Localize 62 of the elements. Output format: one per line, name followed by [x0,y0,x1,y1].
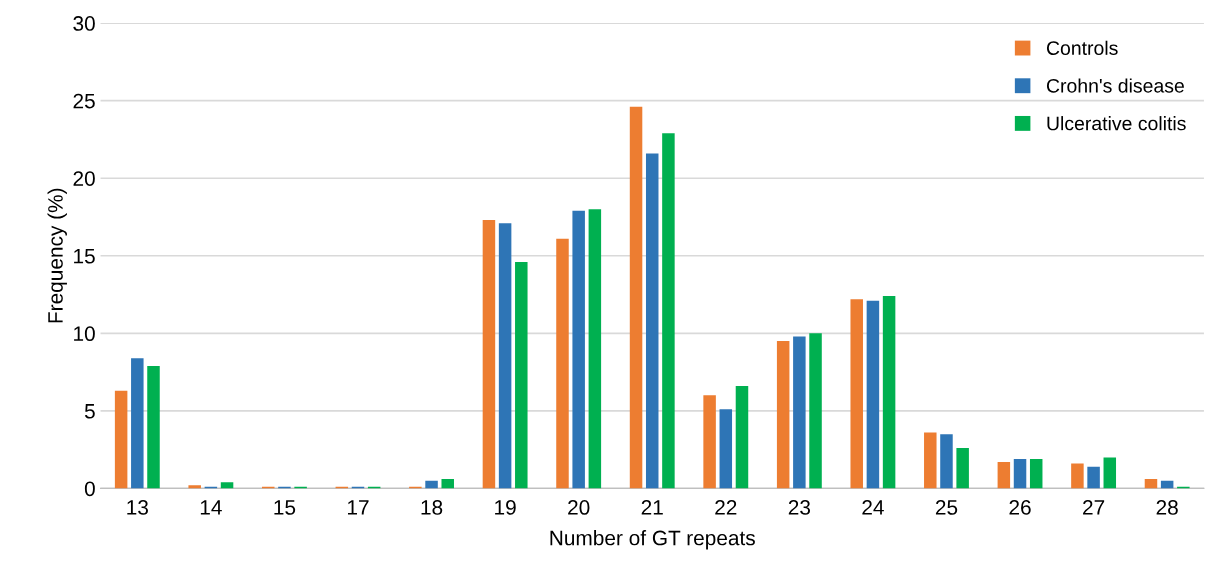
bar [1013,458,1027,489]
x-tick-label: 14 [200,500,222,515]
x-tick-label: 26 [1009,500,1031,515]
legend-label: Controls [1046,40,1118,56]
bar [515,261,528,489]
x-tick-label: 13 [127,500,148,515]
bar [776,341,790,489]
bar [556,238,569,489]
y-tick-label: 15 [74,248,95,264]
bar [188,485,201,489]
y-tick-label: 5 [84,404,95,419]
bar [850,299,863,489]
bar [425,480,438,489]
bar [924,432,937,489]
bar [629,106,643,489]
bar [482,220,496,489]
bar [1103,457,1117,489]
bar [809,333,822,489]
x-tick-label: 24 [862,500,884,515]
x-tick-label: 19 [495,500,516,515]
y-axis-title: Frequency (%) [47,188,67,323]
bar [735,386,749,489]
x-tick-label: 27 [1083,500,1105,515]
bar [1144,479,1158,489]
y-tick-label: 10 [74,326,95,342]
x-tick-label: 15 [274,500,296,515]
x-tick-label: 18 [421,500,443,515]
x-tick-label: 17 [348,500,369,515]
bar [956,448,969,489]
x-tick-label: 20 [568,500,590,515]
x-tick-label: 28 [1156,500,1178,515]
bar [131,358,144,489]
bar [793,336,806,489]
bar [940,434,953,489]
bar [572,210,585,489]
bar [662,133,675,489]
bar [1029,458,1043,489]
x-tick-label: 23 [788,500,811,515]
bar [114,390,128,489]
legend-label: Crohn's disease [1046,78,1184,93]
bar [147,365,160,489]
bar [645,153,659,489]
y-tick-label: 0 [84,481,95,497]
bar [719,409,733,489]
bar [220,482,234,489]
y-tick-label: 30 [73,16,95,31]
bar [997,462,1011,489]
bar [703,395,716,489]
y-tick-label: 20 [73,171,95,186]
y-tick-label: 25 [73,93,95,109]
x-axis-title: Number of GT repeats [550,530,755,550]
x-tick-label: 25 [935,500,958,515]
bar [1071,463,1084,489]
bar [441,479,454,489]
x-tick-label: 21 [641,500,663,515]
bar [882,296,896,489]
x-tick-label: 22 [715,500,737,515]
bar [866,300,880,489]
bar [1087,466,1100,489]
bar [588,209,602,489]
bar [498,223,512,489]
legend-label: Ulcerative colitis [1047,116,1186,131]
